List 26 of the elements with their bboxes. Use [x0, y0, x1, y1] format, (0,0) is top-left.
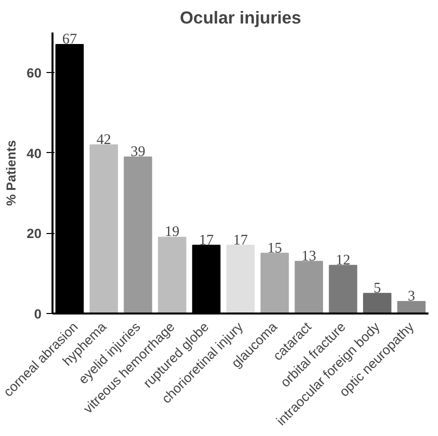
chart-title: Ocular injuries: [180, 8, 302, 28]
data-label: 67: [62, 32, 77, 48]
bar: [328, 264, 358, 314]
bar: [90, 144, 118, 314]
y-tick-label: 0: [34, 306, 42, 322]
data-label: 17: [198, 232, 214, 248]
y-axis-title: % Patients: [4, 140, 19, 206]
data-label: 15: [267, 240, 282, 256]
bar: [397, 300, 426, 314]
data-label: 5: [374, 280, 381, 296]
y-tick-label: 60: [26, 66, 42, 81]
bar: [363, 292, 392, 314]
y-tick-label: 20: [26, 226, 42, 242]
bar: [294, 260, 324, 314]
bar: [124, 156, 152, 314]
data-label: 12: [336, 252, 350, 268]
bar: [158, 236, 186, 314]
bar: [226, 244, 255, 314]
data-label: 39: [130, 144, 146, 160]
y-tick-label: 40: [26, 146, 42, 161]
data-label: 3: [408, 288, 416, 304]
data-label: 17: [233, 232, 248, 248]
bar: [260, 252, 289, 314]
data-label: 42: [96, 132, 112, 148]
data-label: 19: [164, 224, 180, 240]
data-label: 13: [302, 248, 316, 264]
